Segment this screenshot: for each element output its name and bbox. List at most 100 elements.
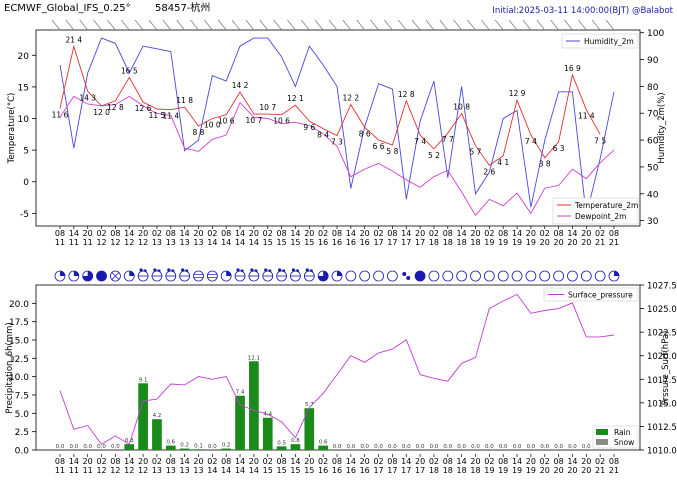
x-axis-hour-label: 20 (581, 457, 591, 466)
clear-icon (567, 270, 578, 282)
clear-icon (539, 270, 551, 282)
temperature-data-label: 12 1 (287, 94, 304, 103)
x-axis-day-label: 13 (180, 466, 190, 475)
cloud-fill-icon (73, 271, 79, 276)
overcast-icon (414, 270, 426, 282)
precip-axis-tick-label: 10.0 (9, 373, 29, 383)
temp-axis-tick-label: 15 (18, 83, 29, 93)
x-axis-day-label: 20 (554, 238, 564, 247)
rain-legend-label: Rain (614, 428, 631, 437)
x-axis-day-label: 18 (429, 466, 439, 475)
temperature-data-label: 8 4 (317, 131, 329, 140)
dewpoint-line (59, 95, 615, 217)
x-axis-day-label: 12 (96, 466, 106, 475)
x-axis-hour-label: 14 (124, 457, 134, 466)
fog-icon (206, 270, 218, 282)
temperature-data-label: 8 8 (193, 128, 205, 137)
x-axis-hour-label: 02 (540, 457, 550, 466)
temperature-data-label: 14 3 (79, 93, 96, 102)
x-axis-hour-label: 08 (554, 229, 564, 238)
wind-barb-icon (190, 19, 199, 31)
partly-cloudy-icon (68, 270, 80, 282)
x-axis-day-label: 21 (595, 466, 605, 475)
x-axis-day-label: 18 (470, 466, 480, 475)
x-axis-day-label: 16 (318, 466, 328, 475)
x-axis-day-label: 13 (193, 466, 203, 475)
rain-data-label: 0.2 (180, 443, 189, 449)
wind-barb-icon (342, 19, 352, 31)
x-axis-hour-label: 08 (110, 457, 120, 466)
drops-small-icon (402, 272, 411, 280)
rain-bar (179, 448, 190, 450)
clear-icon (359, 270, 371, 282)
rain-drop-icon (406, 276, 411, 280)
x-axis-day-label: 19 (498, 238, 508, 247)
rain-data-label: 0.5 (277, 440, 286, 446)
x-axis-hour-label: 14 (69, 229, 79, 238)
x-axis-hour-label: 08 (443, 229, 453, 238)
x-axis-day-label: 13 (193, 238, 203, 247)
x-axis-hour-label: 08 (554, 457, 564, 466)
pressure-axis-tick-label: 1022.5 (647, 329, 677, 339)
x-axis-hour-label: 14 (69, 457, 79, 466)
weather-icon-row (54, 268, 620, 282)
temperature-data-label: 10 6 (273, 117, 290, 126)
rain-bar (304, 408, 315, 450)
wind-barb-icon (550, 19, 559, 31)
x-axis-day-label: 17 (373, 466, 383, 475)
temperature-legend-label: Temperature_2m (574, 201, 638, 210)
x-axis-day-label: 20 (567, 238, 577, 247)
x-axis-hour-label: 20 (526, 229, 536, 238)
x-axis-hour-label: 08 (332, 457, 342, 466)
temperature-data-label: 2 6 (483, 167, 495, 176)
partly-cloudy-icon (54, 270, 66, 282)
x-axis-day-label: 16 (318, 238, 328, 247)
rain-data-label: 0.0 (513, 444, 522, 450)
rain-drops-icon (137, 268, 149, 282)
x-axis-day-label: 12 (110, 466, 120, 475)
rain-bar (221, 448, 232, 450)
clear-icon (483, 270, 495, 282)
cloud-circle-icon (539, 270, 551, 282)
precip-axis-tick-label: 0.0 (15, 447, 30, 457)
x-axis-hour-label: 02 (152, 229, 162, 238)
x-axis-day-label: 14 (207, 466, 217, 475)
mostly-cloudy-icon (317, 270, 329, 282)
x-axis-hour-label: 14 (567, 229, 577, 238)
x-axis-day-label: 21 (609, 238, 619, 247)
x-axis-day-label: 16 (360, 466, 370, 475)
temperature-data-label: 3 8 (539, 160, 551, 169)
x-axis-hour-label: 02 (429, 457, 439, 466)
rain-legend-swatch (596, 429, 608, 435)
cloud-fill-icon (82, 271, 93, 281)
x-axis-hour-label: 08 (277, 457, 287, 466)
rain-drops-icon (303, 268, 315, 282)
precipitation-pressure-panel: 0.0 2.5 5.0 7.5 10.0 12.5 15.0 17.5 20.0 1010.0 10… (5, 282, 677, 476)
temp-axis-tick-label: 10 (18, 115, 30, 125)
humidity-axis-tick-label: 100 (647, 29, 664, 39)
wind-barb-icon (134, 19, 144, 31)
precip-axis-tick-label: 20.0 (9, 300, 29, 310)
clear-icon (456, 270, 468, 282)
x-axis-hour-label: 20 (193, 457, 203, 466)
x-axis-hour-label: 02 (263, 457, 273, 466)
temperature-dewpoint-legend (552, 197, 639, 225)
wind-barb-icon (120, 19, 130, 31)
x-axis-hour-label: 02 (318, 457, 328, 466)
x-axis-day-label: 13 (180, 238, 190, 247)
temp-axis-tick-label: 20 (18, 52, 30, 62)
x-axis-day-label: 15 (290, 238, 300, 247)
cloud-fill-icon (337, 271, 342, 276)
humidity-axis-tick-label: 40 (647, 190, 659, 200)
x-axis-hour-label: 20 (415, 229, 425, 238)
x-axis-hour-label: 20 (83, 229, 93, 238)
cloud-circle-icon (594, 270, 606, 282)
wind-barb-icon (314, 19, 324, 31)
x-axis-day-label: 13 (152, 238, 162, 247)
wind-barb-icon (397, 19, 407, 31)
wind-barb-icon (79, 19, 88, 31)
x-axis-hour-label: 14 (567, 457, 577, 466)
cloud-circle-icon (414, 270, 426, 282)
x-axis-day-label: 11 (69, 466, 79, 475)
x-axis-hour-label: 08 (221, 457, 231, 466)
